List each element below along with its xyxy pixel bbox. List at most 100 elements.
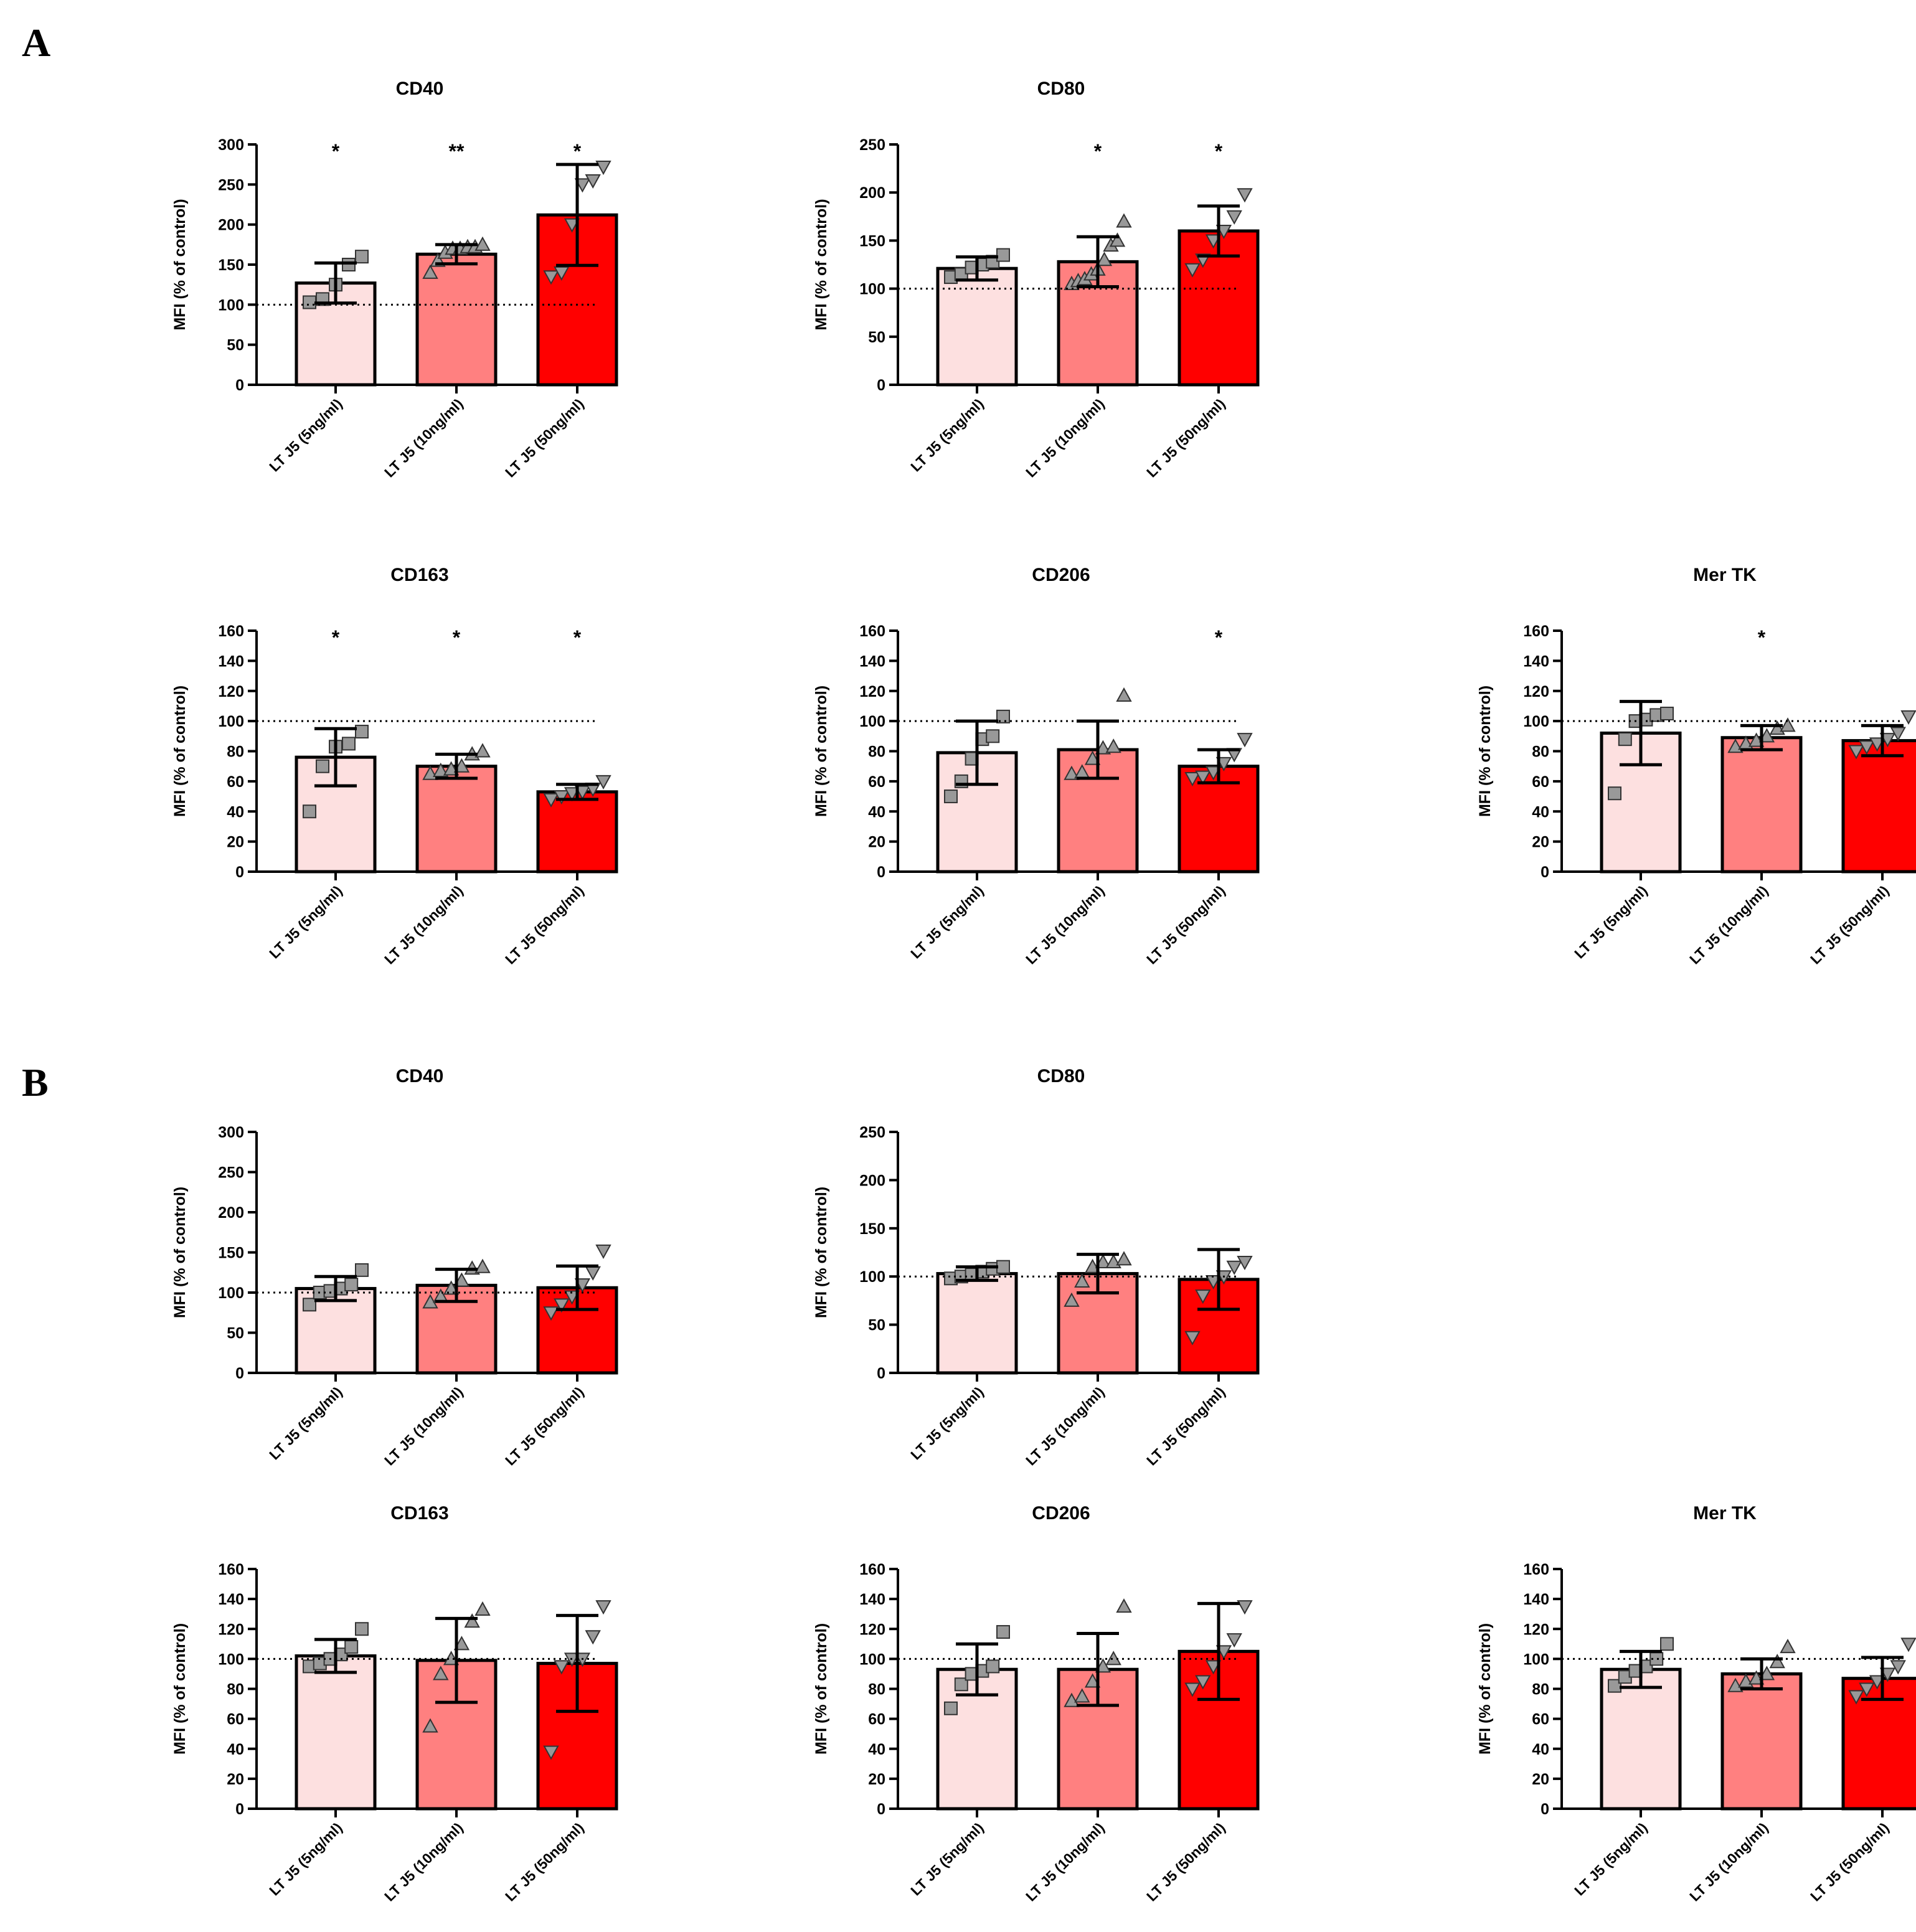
y-tick-label: 140 [859, 1591, 885, 1608]
data-point [986, 1659, 1000, 1674]
y-tick-label: 40 [1532, 803, 1549, 821]
data-point [543, 270, 559, 285]
chart-cd40: CD40 MFI (% of control) 0 50 100 150 200 250 300… [171, 1066, 618, 1469]
data-point [1095, 740, 1111, 755]
y-tick-label: 250 [218, 1164, 244, 1182]
chart-mer-tk: Mer TK MFI (% of control) 0 20 40 60 80 100 120 1… [1476, 1503, 1916, 1905]
y-tick-label: 160 [1523, 1561, 1549, 1578]
data-point [1618, 732, 1632, 747]
y-tick-label: 160 [859, 623, 885, 640]
data-point [1074, 1688, 1090, 1703]
chart-cd163: CD163 MFI (% of control) 0 20 40 60 80 100 120 14… [171, 1503, 618, 1905]
x-tick-label: LT J5 (50ng/ml) [502, 395, 587, 480]
data-point [1205, 1660, 1222, 1675]
data-point [996, 1625, 1010, 1639]
y-tick-label: 0 [235, 1801, 244, 1818]
y-axis-label: MFI (% of control) [171, 686, 189, 817]
y-tick-label: 60 [227, 773, 244, 791]
data-point [1237, 188, 1253, 203]
y-tick-label: 150 [859, 232, 885, 250]
data-point [574, 1278, 591, 1293]
y-tick-label: 140 [218, 653, 244, 670]
data-point [585, 1630, 601, 1645]
data-point [1237, 733, 1253, 748]
y-tick-label: 20 [1532, 834, 1549, 851]
data-point [564, 218, 580, 233]
y-tick-label: 60 [868, 773, 885, 791]
data-point [1758, 728, 1775, 743]
bar [1720, 1672, 1803, 1811]
chart-title: CD80 [1037, 1066, 1085, 1086]
data-point [422, 264, 438, 279]
data-point [996, 709, 1010, 723]
data-point [1848, 1690, 1864, 1705]
x-tick-label: LT J5 (5ng/ml) [907, 395, 986, 474]
data-point [1116, 213, 1132, 228]
y-axis-label: MFI (% of control) [171, 1187, 189, 1318]
data-point [1780, 1639, 1796, 1654]
data-point [1660, 707, 1674, 721]
y-tick-label: 100 [859, 1268, 885, 1286]
y-tick-label: 160 [218, 1561, 244, 1578]
y-tick-label: 50 [227, 337, 244, 354]
y-tick-label: 60 [1532, 773, 1549, 791]
y-tick-label: 150 [859, 1220, 885, 1238]
data-point [996, 248, 1010, 262]
chart-title: CD163 [390, 1503, 448, 1524]
data-point [1890, 727, 1906, 742]
data-point [316, 759, 329, 773]
data-point [1748, 732, 1765, 747]
bar [295, 1654, 377, 1811]
significance-marker: * [453, 626, 461, 649]
y-tick-label: 200 [859, 184, 885, 202]
data-point [1184, 1682, 1201, 1697]
data-point [1064, 1692, 1080, 1707]
x-tick-label: LT J5 (50ng/ml) [502, 1819, 587, 1904]
y-tick-label: 200 [859, 1172, 885, 1189]
significance-marker: * [332, 626, 340, 649]
y-tick-label: 0 [235, 377, 244, 394]
y-tick-label: 20 [227, 834, 244, 851]
data-point [554, 1298, 570, 1313]
y-tick-label: 100 [859, 713, 885, 730]
y-tick-label: 50 [868, 1317, 885, 1334]
significance-marker: * [1758, 626, 1766, 649]
significance-marker: * [1215, 140, 1223, 163]
y-axis-label: MFI (% of control) [813, 686, 830, 817]
y-tick-label: 20 [868, 1771, 885, 1788]
y-tick-label: 120 [859, 1621, 885, 1638]
x-tick-label: LT J5 (10ng/ml) [1022, 1383, 1107, 1468]
data-point [1195, 770, 1211, 785]
y-tick-label: 120 [1523, 683, 1549, 700]
y-tick-label: 0 [235, 864, 244, 881]
bar [415, 765, 498, 874]
data-point [1195, 1675, 1211, 1690]
data-point [355, 1622, 369, 1636]
chart-cd206: CD206 MFI (% of control) 0 20 40 60 80 100 120 14… [813, 565, 1260, 968]
data-point [595, 161, 611, 176]
chart-title: Mer TK [1693, 1503, 1757, 1524]
y-tick-label: 100 [218, 713, 244, 730]
x-tick-label: LT J5 (50ng/ml) [1143, 1819, 1228, 1904]
data-point [453, 758, 470, 773]
data-point [344, 1640, 359, 1654]
y-tick-label: 20 [227, 1771, 244, 1788]
y-tick-label: 0 [1541, 1801, 1549, 1818]
data-point [1869, 1675, 1885, 1690]
data-point [1900, 710, 1916, 725]
bar [936, 266, 1018, 387]
y-tick-label: 100 [1523, 713, 1549, 730]
y-tick-label: 160 [218, 623, 244, 640]
y-tick-label: 80 [1532, 743, 1549, 761]
data-point [1064, 1292, 1080, 1307]
x-tick-label: LT J5 (5ng/ml) [266, 882, 345, 961]
data-point [595, 1600, 611, 1615]
data-point [1748, 1670, 1765, 1685]
data-point [1064, 765, 1080, 780]
x-tick-label: LT J5 (5ng/ml) [266, 1383, 345, 1463]
chart-title: CD80 [1037, 78, 1085, 99]
y-tick-label: 20 [868, 834, 885, 851]
significance-marker: * [573, 626, 582, 649]
data-point [433, 762, 449, 777]
